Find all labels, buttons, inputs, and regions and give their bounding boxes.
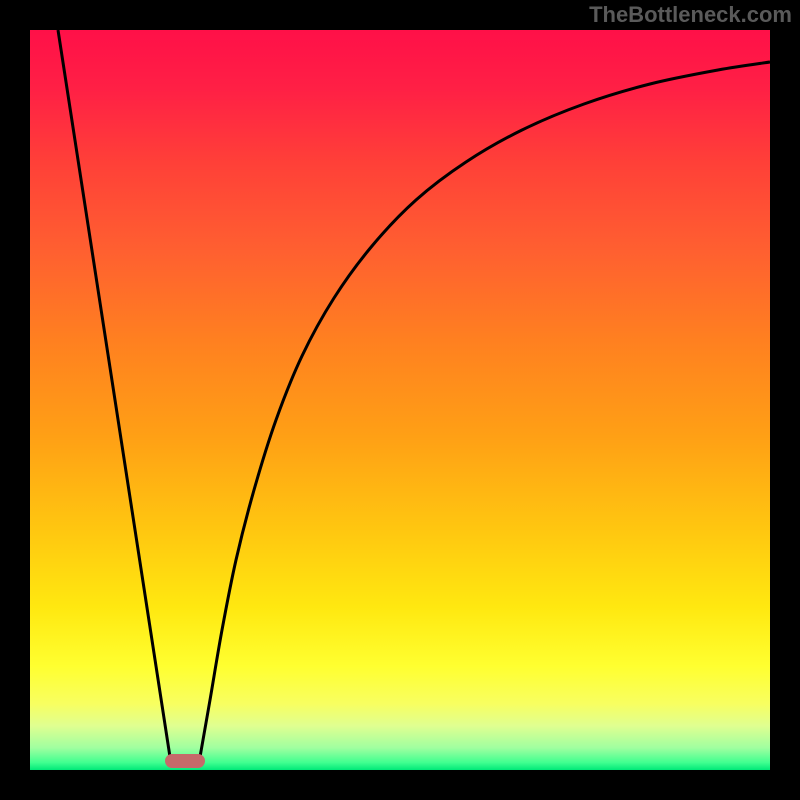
plot-background (30, 30, 770, 770)
bottleneck-chart: TheBottleneck.com (0, 0, 800, 800)
watermark-text: TheBottleneck.com (589, 2, 792, 28)
optimal-marker (165, 754, 205, 768)
chart-svg (0, 0, 800, 800)
